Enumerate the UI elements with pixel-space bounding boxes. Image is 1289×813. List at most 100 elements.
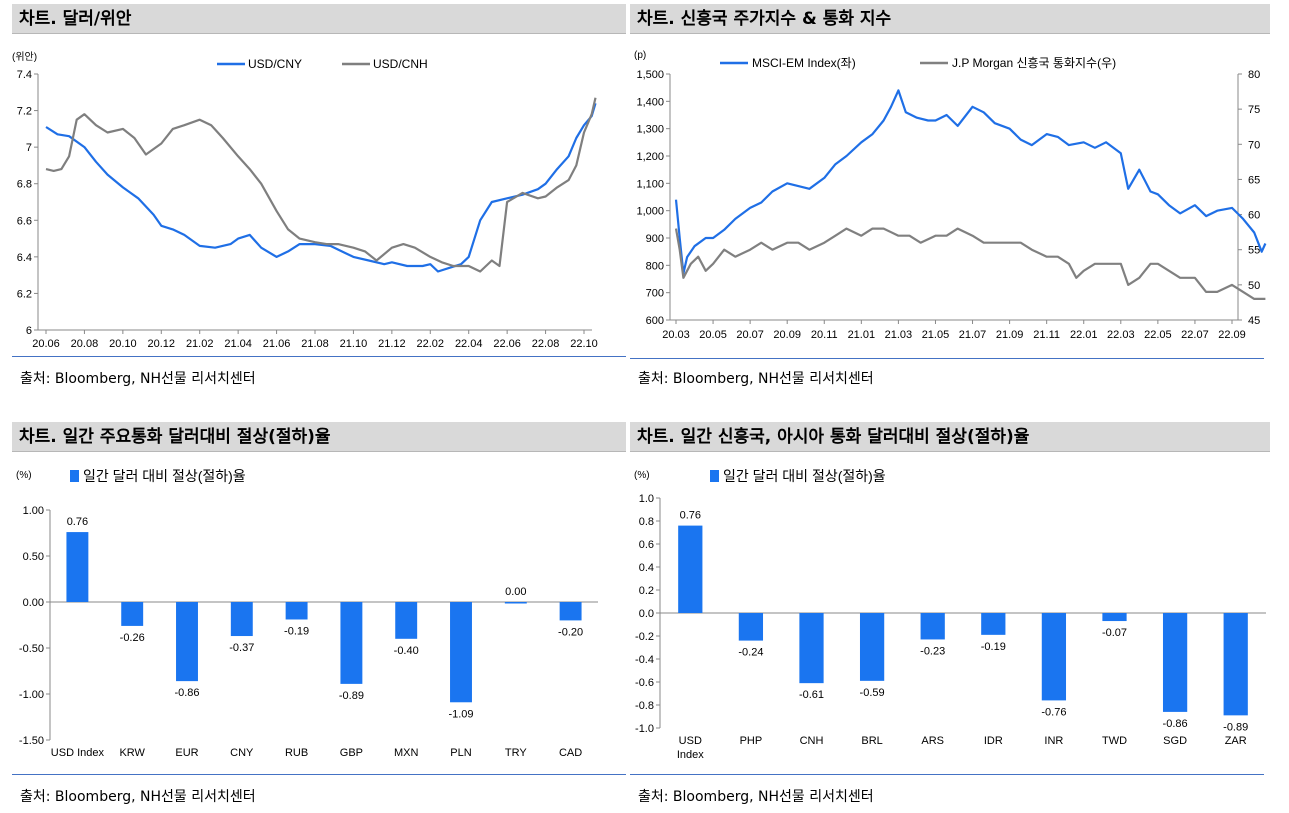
bar-inr bbox=[1041, 613, 1067, 701]
panel-title: 차트. 달러/위안 bbox=[12, 4, 626, 34]
bar-brl bbox=[859, 613, 885, 681]
panel-em-asia-currencies: 차트. 일간 신흥국, 아시아 통화 달러대비 절상(절하)율 (%) 일간 달러… bbox=[630, 422, 1270, 812]
y-tick-label-left: 1,400 bbox=[636, 96, 664, 108]
category-label: EUR bbox=[175, 747, 198, 759]
data-label: -0.20 bbox=[558, 626, 583, 638]
legend-label: USD/CNY bbox=[248, 57, 302, 71]
y-tick-label-left: 1,100 bbox=[636, 178, 664, 190]
bar-try bbox=[504, 602, 527, 604]
data-label: 0.76 bbox=[680, 510, 701, 522]
x-tick-label: 20.12 bbox=[148, 338, 176, 350]
y-tick-label-right: 50 bbox=[1248, 280, 1260, 292]
category-label: USD Index bbox=[51, 747, 105, 759]
x-tick-label: 20.05 bbox=[699, 329, 727, 341]
y-tick-label: 6.6 bbox=[17, 215, 32, 227]
bar-ars bbox=[920, 613, 945, 640]
x-tick-label: 22.09 bbox=[1218, 329, 1246, 341]
data-label: -1.09 bbox=[448, 708, 473, 720]
y-tick-label-right: 55 bbox=[1248, 245, 1260, 257]
unit-label: (%) bbox=[634, 470, 650, 481]
source-note: 출처: Bloomberg, NH선물 리서치센터 bbox=[20, 371, 256, 387]
category-label: ZAR bbox=[1225, 735, 1247, 747]
x-tick-label: 22.04 bbox=[455, 338, 483, 350]
x-tick-label: 22.05 bbox=[1144, 329, 1172, 341]
y-tick-label-left: 1,200 bbox=[636, 151, 664, 163]
y-tick-label-left: 1,000 bbox=[636, 206, 664, 218]
usd-cny-line-chart: (위안) 6 6.2 6.4 6.6 6.8 7 7.2 7.4 20.06 20.08 20.10 2… bbox=[12, 50, 598, 350]
category-label: TRY bbox=[505, 747, 527, 759]
category-label: TWD bbox=[1102, 735, 1127, 747]
x-tick-label: 20.08 bbox=[71, 338, 99, 350]
data-label: -0.07 bbox=[1102, 627, 1127, 639]
data-label: -0.24 bbox=[738, 647, 763, 659]
panel-title: 차트. 일간 주요통화 달러대비 절상(절하)율 bbox=[12, 422, 626, 452]
y-tick-label: -0.6 bbox=[635, 677, 654, 689]
y-tick-label-left: 1,300 bbox=[636, 124, 664, 136]
bar-eur bbox=[176, 602, 198, 682]
x-tick-label: 21.09 bbox=[996, 329, 1024, 341]
panel-em-index: 차트. 신흥국 주가지수 & 통화 지수 (p) 600 700 800 900 1,00… bbox=[630, 4, 1270, 394]
y-tick-label-right: 80 bbox=[1248, 69, 1260, 81]
y-tick-label: 7 bbox=[26, 142, 32, 154]
x-tick-label: 20.09 bbox=[773, 329, 801, 341]
y-tick-label: -0.2 bbox=[635, 631, 654, 643]
x-tick-label: 22.07 bbox=[1181, 329, 1209, 341]
y-tick-label: -1.50 bbox=[19, 735, 44, 747]
data-label: -0.89 bbox=[339, 690, 364, 702]
y-tick-label: 0.0 bbox=[639, 608, 654, 620]
y-tick-label-right: 60 bbox=[1248, 210, 1260, 222]
x-tick-label: 21.08 bbox=[301, 338, 329, 350]
unit-label: (위안) bbox=[12, 50, 37, 63]
legend-swatch bbox=[710, 470, 719, 482]
data-label: -0.59 bbox=[860, 687, 885, 699]
data-label: -0.61 bbox=[799, 689, 824, 701]
bar-rub bbox=[285, 602, 308, 620]
y-tick-label: 6.8 bbox=[17, 179, 32, 191]
y-tick-label-left: 900 bbox=[646, 233, 664, 245]
x-tick-label: 21.06 bbox=[263, 338, 291, 350]
category-label: SGD bbox=[1163, 735, 1187, 747]
x-tick-label: 22.03 bbox=[1107, 329, 1135, 341]
series-line-1 bbox=[45, 97, 597, 273]
series-line-0 bbox=[45, 102, 597, 273]
category-label: INR bbox=[1044, 735, 1063, 747]
x-tick-label: 21.05 bbox=[922, 329, 950, 341]
bar-usd-index bbox=[678, 525, 703, 613]
bar-sgd bbox=[1162, 613, 1188, 712]
y-tick-label: 7.4 bbox=[17, 69, 32, 81]
y-tick-label: 0.2 bbox=[639, 585, 654, 597]
y-tick-label: 1.00 bbox=[23, 505, 44, 517]
legend-label: USD/CNH bbox=[373, 57, 428, 71]
category-label: CNH bbox=[800, 735, 824, 747]
data-label: -0.76 bbox=[1041, 706, 1066, 718]
bar-gbp bbox=[340, 602, 363, 684]
source-note: 출처: Bloomberg, NH선물 리서치센터 bbox=[20, 789, 256, 805]
x-tick-label: 21.01 bbox=[848, 329, 876, 341]
y-tick-label: 6.2 bbox=[17, 288, 32, 300]
y-tick-label: 0.00 bbox=[23, 597, 44, 609]
bar-mxn bbox=[395, 602, 418, 639]
divider bbox=[12, 356, 626, 357]
series-line-0 bbox=[674, 89, 1267, 275]
y-tick-label-right: 75 bbox=[1248, 104, 1260, 116]
category-label: CAD bbox=[559, 747, 582, 759]
em-asia-currency-bar-chart: (%) 일간 달러 대비 절상(절하)율 1.0 0.8 0.6 0.4 0.2 0.0 -0.… bbox=[634, 468, 1266, 761]
data-label: -0.26 bbox=[120, 632, 145, 644]
bar-usd-index bbox=[66, 532, 89, 602]
bar-pln bbox=[450, 602, 472, 703]
data-label: -0.23 bbox=[920, 645, 945, 657]
bar-twd bbox=[1102, 613, 1127, 622]
unit-label: (%) bbox=[16, 470, 32, 481]
y-tick-label-left: 600 bbox=[646, 315, 664, 327]
x-tick-label: 20.10 bbox=[109, 338, 137, 350]
x-tick-label: 20.03 bbox=[662, 329, 690, 341]
source-note: 출처: Bloomberg, NH선물 리서치센터 bbox=[638, 789, 874, 805]
panel-usd-cny: 차트. 달러/위안 (위안) 6 6.2 6.4 6.6 6.8 7 7.2 7.4 20.06 2… bbox=[12, 4, 626, 394]
y-tick-label-left: 1,500 bbox=[636, 69, 664, 81]
bar-cad bbox=[559, 602, 582, 621]
category-label: PLN bbox=[450, 747, 471, 759]
category-label: USD bbox=[679, 735, 702, 747]
category-label: RUB bbox=[285, 747, 308, 759]
x-tick-label: 22.06 bbox=[493, 338, 521, 350]
x-tick-label: 22.10 bbox=[570, 338, 598, 350]
